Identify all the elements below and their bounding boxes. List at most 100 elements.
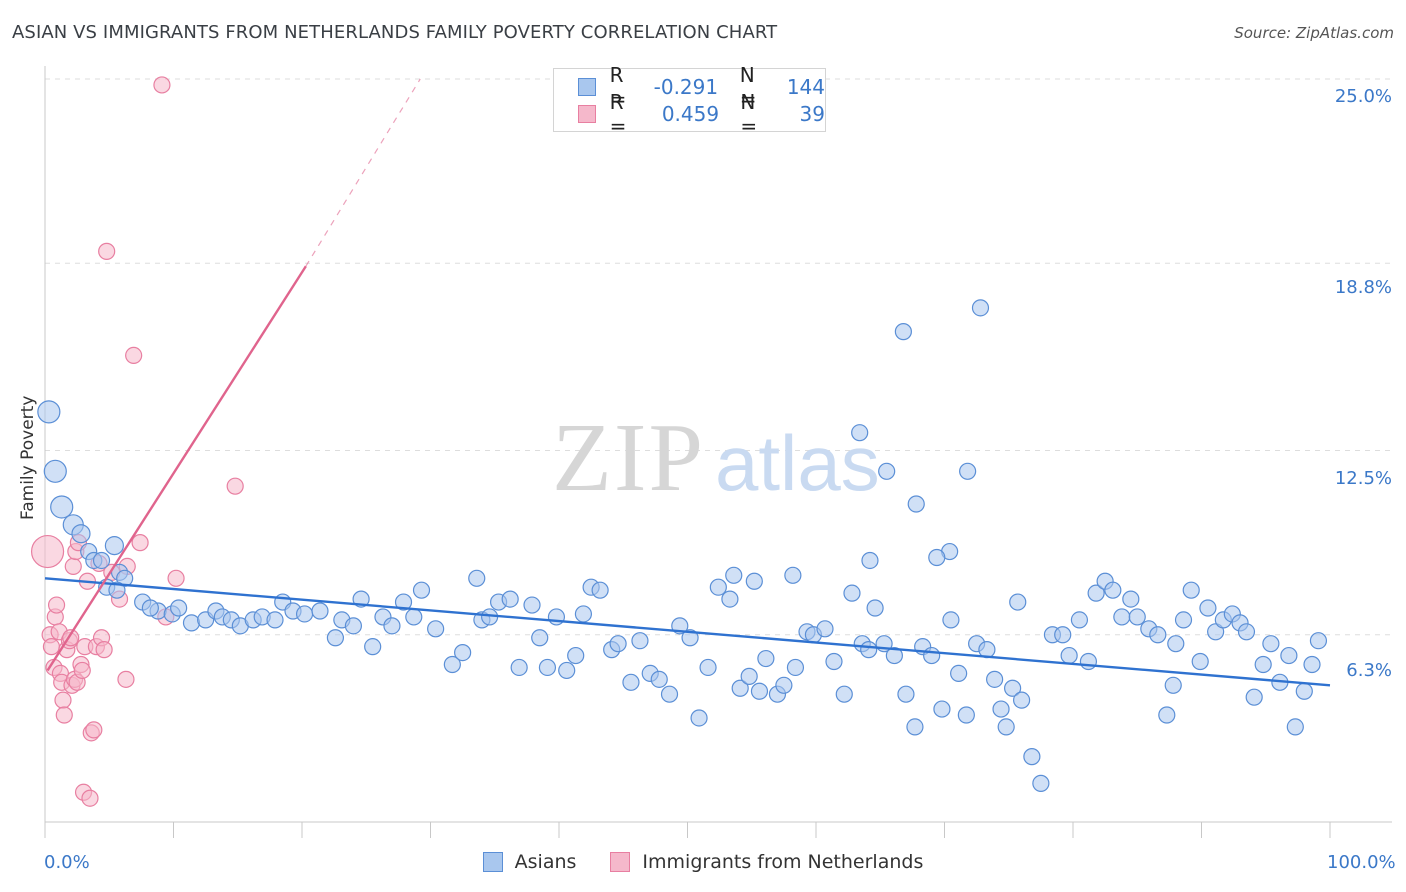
asian-point xyxy=(861,551,879,570)
asian-point xyxy=(745,572,763,590)
bottom-legend: Asians Immigrants from Netherlands xyxy=(0,851,1406,873)
r-value: -0.291 xyxy=(653,75,719,99)
asian-point xyxy=(860,641,878,659)
n-label: N = xyxy=(739,63,757,111)
asian-point xyxy=(825,652,843,671)
asian-point xyxy=(750,682,769,700)
asian-point xyxy=(567,646,585,665)
asian-point xyxy=(295,605,314,623)
netherlands-point xyxy=(85,721,103,739)
asian-point xyxy=(835,685,853,703)
netherlands-point xyxy=(131,534,149,552)
asian-point xyxy=(538,658,557,677)
legend-label-netherlands: Immigrants from Netherlands xyxy=(642,851,924,873)
asian-point xyxy=(170,599,188,617)
asian-point xyxy=(1164,676,1182,694)
asian-point xyxy=(885,646,903,665)
asian-point xyxy=(959,462,977,480)
netherlands-point xyxy=(125,346,143,364)
asian-point xyxy=(721,590,739,608)
legend-row-netherlands: R = 0.459 N = 39 xyxy=(578,90,825,138)
asian-point xyxy=(866,599,884,617)
legend-label-asians: Asians xyxy=(514,851,577,873)
asian-point xyxy=(699,658,717,677)
legend-item-netherlands[interactable]: Immigrants from Netherlands xyxy=(610,851,923,873)
asian-point xyxy=(1128,608,1146,626)
netherlands-point xyxy=(98,242,116,260)
asian-point xyxy=(1174,611,1193,629)
netherlands-trend-extension xyxy=(305,78,421,267)
asian-point xyxy=(454,643,472,662)
asian-point xyxy=(558,661,576,680)
asian-point xyxy=(1009,593,1027,611)
asian-point xyxy=(510,658,528,677)
watermark-zip: ZIP xyxy=(552,404,705,512)
asian-point xyxy=(104,536,124,556)
n-value: 144 xyxy=(786,75,825,99)
asian-point xyxy=(1245,688,1263,706)
asian-point xyxy=(182,614,201,632)
n-label: N = xyxy=(740,90,758,138)
netherlands-points xyxy=(30,76,244,807)
asian-point xyxy=(383,617,401,635)
asian-point xyxy=(1280,646,1298,665)
asian-point xyxy=(1149,626,1167,644)
asian-point xyxy=(412,581,431,599)
asians-swatch xyxy=(578,78,596,96)
asian-point xyxy=(1012,691,1031,709)
asian-point xyxy=(843,584,861,602)
asian-point xyxy=(942,611,960,629)
y-tick-label: 12.5% xyxy=(1334,468,1392,489)
asian-point xyxy=(1060,646,1078,665)
asian-point xyxy=(394,593,413,611)
asian-point xyxy=(1113,608,1131,626)
stats-legend: R = -0.291 N = 144 R = 0.459 N = 39 xyxy=(553,63,826,138)
asian-point xyxy=(1295,682,1313,700)
asian-point xyxy=(923,646,941,665)
asian-point xyxy=(816,620,834,638)
asian-point xyxy=(1104,581,1122,599)
asian-point xyxy=(50,495,74,519)
asians-swatch xyxy=(482,852,503,872)
netherlands-swatch xyxy=(610,852,631,872)
asian-point xyxy=(116,569,134,587)
trend-lines xyxy=(44,78,1331,687)
asian-point xyxy=(660,685,679,703)
asian-point xyxy=(1023,748,1041,766)
asian-point xyxy=(986,670,1004,688)
source-label: Source: ZipAtlas.com xyxy=(1234,24,1394,42)
asian-point xyxy=(1237,623,1256,641)
asian-point xyxy=(468,569,486,587)
asian-point xyxy=(427,620,445,638)
netherlands-point xyxy=(55,706,73,724)
asian-point xyxy=(92,551,111,570)
asian-point xyxy=(757,649,775,668)
asian-point xyxy=(681,629,699,647)
y-tick-label: 6.3% xyxy=(1346,660,1392,681)
asian-point xyxy=(725,566,743,584)
netherlands-point xyxy=(226,477,244,495)
netherlands-point xyxy=(117,670,135,688)
asian-point xyxy=(1182,581,1200,599)
asian-point xyxy=(631,632,649,650)
netherlands-point xyxy=(42,638,61,656)
asian-point xyxy=(43,459,67,483)
asian-point xyxy=(1309,632,1328,650)
axes xyxy=(44,66,1392,838)
asian-point xyxy=(992,700,1010,718)
asian-point xyxy=(650,670,668,688)
netherlands-point xyxy=(73,661,91,680)
asian-point xyxy=(731,679,749,697)
asian-point xyxy=(609,635,627,653)
asian-point xyxy=(523,596,541,614)
asian-point xyxy=(405,608,423,626)
asian-point xyxy=(906,718,924,736)
asian-point xyxy=(740,667,758,685)
chart-title: ASIAN VS IMMIGRANTS FROM NETHERLANDS FAM… xyxy=(12,22,778,43)
legend-item-asians[interactable]: Asians xyxy=(482,851,577,873)
x-tick-label: 0.0% xyxy=(44,852,90,873)
asian-point xyxy=(933,700,951,718)
asian-point xyxy=(897,685,915,703)
asian-point xyxy=(1199,599,1217,617)
asian-point xyxy=(443,655,461,674)
